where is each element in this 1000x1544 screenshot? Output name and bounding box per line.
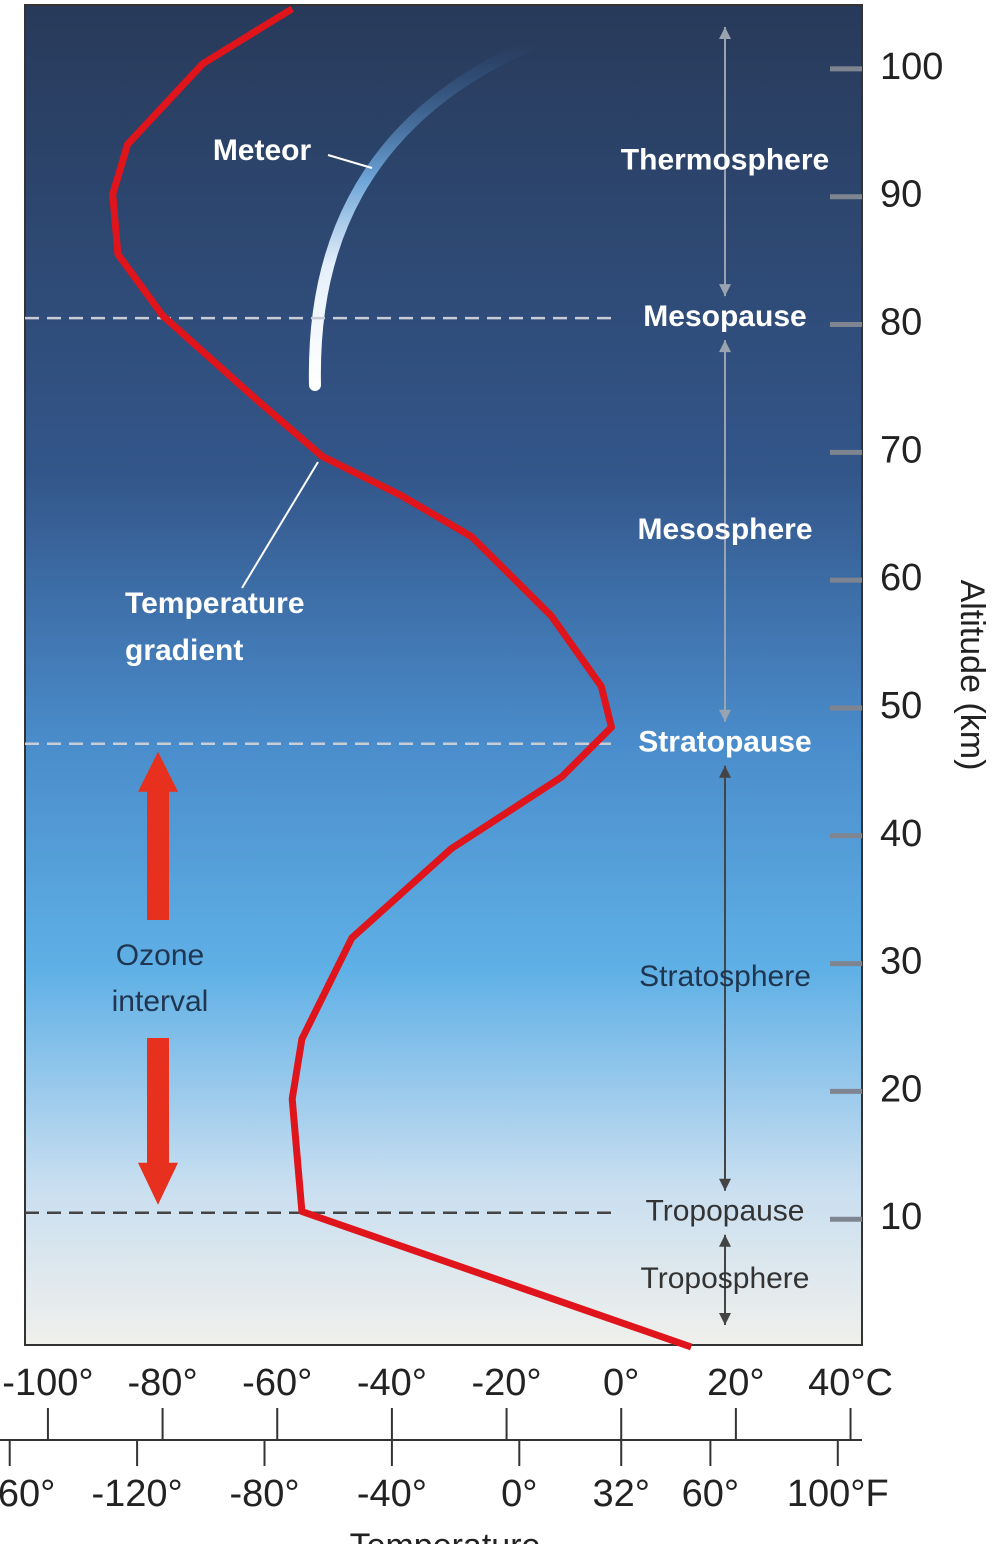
boundary-label: Stratopause	[638, 726, 811, 759]
meteor-trail	[308, 39, 536, 391]
ozone-label: Ozone	[116, 939, 204, 972]
layer-label: Stratosphere	[639, 960, 811, 993]
ozone-label: interval	[112, 985, 209, 1018]
y-tick-label: 50	[880, 685, 922, 727]
temperature-line	[109, 5, 693, 1351]
layer-label: Thermosphere	[621, 143, 829, 176]
arrow-head	[719, 709, 731, 722]
x-tick-label: -100°	[2, 1362, 93, 1404]
x-tick-label: -40°	[357, 1362, 427, 1404]
meteor-leader	[327, 154, 373, 169]
x2-tick-label: -120°	[91, 1473, 182, 1515]
x-tick-label: 40°C	[808, 1362, 893, 1404]
gradient-label: gradient	[125, 634, 243, 667]
layer-label: Troposphere	[641, 1262, 810, 1295]
x2-tick-label: -40°	[357, 1473, 427, 1515]
arrow-head	[719, 765, 731, 778]
y-tick-label: 10	[880, 1196, 922, 1238]
y-tick-label: 60	[880, 557, 922, 599]
arrow-head	[719, 27, 731, 39]
y-tick-label: 100	[880, 46, 943, 88]
arrow-head	[719, 340, 731, 353]
ozone-arrow-head	[138, 751, 178, 792]
y-tick-label: 40	[880, 813, 922, 855]
x2-tick-label: 60°	[682, 1473, 739, 1515]
x-tick-label: -60°	[242, 1362, 312, 1404]
meteor-label: Meteor	[213, 134, 312, 167]
y-axis-label: Altitude (km)	[953, 580, 991, 771]
gradient-leader	[241, 461, 319, 589]
x2-tick-label: -160°	[0, 1473, 55, 1515]
y-tick-label: 80	[880, 302, 922, 344]
x2-tick-label: -80°	[229, 1473, 299, 1515]
ozone-arrow-shaft	[147, 1038, 169, 1165]
y-tick-label: 30	[880, 941, 922, 983]
x2-tick-label: 32°	[592, 1473, 649, 1515]
x-tick-label: -80°	[128, 1362, 198, 1404]
x-tick-label: 20°	[707, 1362, 764, 1404]
boundary-label: Tropopause	[646, 1195, 805, 1228]
arrow-head	[719, 1178, 731, 1191]
ozone-arrow-shaft	[147, 789, 169, 920]
gradient-label: Temperature	[125, 587, 305, 620]
arrow-head	[719, 1313, 731, 1325]
x-tick-label: 0°	[603, 1362, 639, 1404]
x-tick-label: -20°	[471, 1362, 541, 1404]
ozone-arrow-head	[138, 1162, 178, 1205]
y-tick-label: 70	[880, 429, 922, 471]
y-tick-label: 20	[880, 1068, 922, 1110]
layer-label: Mesosphere	[637, 513, 812, 546]
x-axis-label: Temperature	[350, 1527, 541, 1544]
x2-tick-label: 0°	[501, 1473, 537, 1515]
arrow-head	[719, 284, 731, 297]
y-tick-label: 90	[880, 174, 922, 216]
boundary-label: Mesopause	[643, 300, 806, 333]
arrow-head	[719, 1234, 731, 1247]
x2-tick-label: 100°F	[787, 1473, 889, 1515]
